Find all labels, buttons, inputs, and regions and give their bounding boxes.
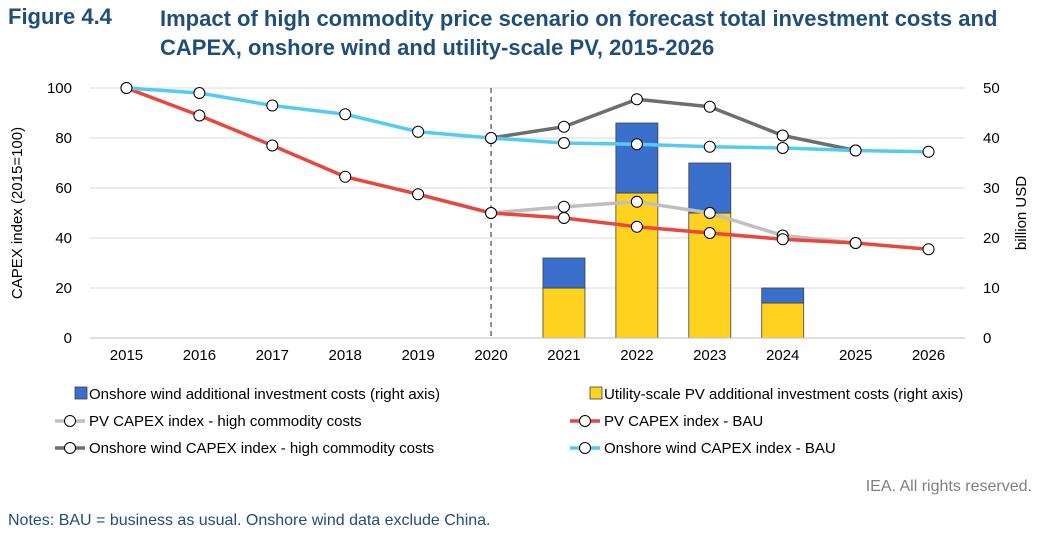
bar bbox=[615, 192, 659, 339]
data-point bbox=[193, 87, 206, 99]
y-left-tick-label: 0 bbox=[64, 330, 72, 347]
data-point bbox=[266, 139, 279, 152]
x-tick-label: 2021 bbox=[547, 347, 580, 364]
y-left-tick-label: 40 bbox=[55, 230, 72, 247]
data-point bbox=[922, 243, 935, 256]
bar bbox=[542, 257, 586, 289]
line-series bbox=[120, 82, 935, 256]
data-point bbox=[412, 125, 425, 138]
data-point bbox=[412, 188, 425, 201]
figure-label: Figure 4.4 bbox=[8, 4, 112, 29]
bar bbox=[542, 287, 586, 339]
axes: 0 20 40 60 80 100 0 10 20 30 40 50 2015 2016 2017 2018 2… bbox=[9, 80, 1030, 364]
data-point bbox=[120, 82, 133, 94]
data-point bbox=[922, 145, 935, 158]
y-left-tick-label: 20 bbox=[55, 280, 72, 297]
y-right-axis-title: billion USD bbox=[1013, 176, 1030, 250]
data-point bbox=[485, 132, 498, 144]
data-point bbox=[703, 227, 716, 239]
y-left-axis-title: CAPEX index (2015=100) bbox=[9, 127, 26, 299]
y-left-tick-label: 60 bbox=[55, 180, 72, 197]
bar bbox=[761, 302, 805, 339]
legend-label: PV CAPEX index - BAU bbox=[604, 413, 763, 430]
legend-swatch bbox=[74, 386, 88, 400]
x-tick-label: 2022 bbox=[620, 347, 653, 364]
data-point bbox=[339, 108, 352, 121]
legend-marker bbox=[64, 442, 76, 454]
legend-marker bbox=[64, 415, 76, 427]
data-point bbox=[776, 233, 789, 246]
x-tick-label: 2019 bbox=[401, 347, 434, 364]
data-point bbox=[703, 207, 716, 219]
x-tick-label: 2024 bbox=[766, 347, 799, 364]
legend-swatch bbox=[589, 386, 603, 400]
data-point bbox=[557, 120, 570, 133]
x-tick-label: 2020 bbox=[474, 347, 507, 364]
notes: Notes: BAU = business as usual. Onshore … bbox=[8, 512, 491, 529]
legend-label: PV CAPEX index - high commodity costs bbox=[89, 413, 362, 430]
data-point bbox=[630, 138, 643, 151]
legend-label: Onshore wind CAPEX index - high commodit… bbox=[89, 440, 434, 457]
x-tick-label: 2017 bbox=[256, 347, 289, 364]
series-line bbox=[490, 97, 856, 153]
bar bbox=[688, 162, 732, 214]
legend-marker bbox=[579, 415, 591, 427]
bar bbox=[761, 287, 805, 304]
x-tick-label: 2016 bbox=[183, 347, 216, 364]
series-line bbox=[126, 86, 929, 154]
y-left-tick-label: 80 bbox=[55, 130, 72, 147]
legend-label: Onshore wind CAPEX index - BAU bbox=[604, 440, 836, 457]
x-tick-label: 2015 bbox=[110, 347, 143, 364]
series-line bbox=[490, 200, 856, 245]
legend-label: Onshore wind additional investment costs… bbox=[89, 386, 440, 403]
bar bbox=[615, 122, 659, 194]
x-tick-label: 2025 bbox=[839, 347, 872, 364]
gridlines bbox=[90, 87, 965, 289]
y-right-tick-label: 20 bbox=[983, 230, 1000, 247]
chart-title: Impact of high commodity price scenario … bbox=[160, 6, 998, 60]
legend-label: Utility-scale PV additional investment c… bbox=[604, 386, 963, 403]
data-point bbox=[703, 140, 716, 153]
legend: Onshore wind additional investment costs… bbox=[55, 386, 963, 457]
copyright: IEA. All rights reserved. bbox=[865, 478, 1032, 495]
data-point bbox=[776, 142, 789, 154]
data-point bbox=[266, 99, 279, 112]
x-tick-label: 2023 bbox=[693, 347, 726, 364]
x-tick-label: 2026 bbox=[912, 347, 945, 364]
data-point bbox=[193, 109, 206, 122]
data-point bbox=[630, 195, 643, 208]
y-right-tick-label: 10 bbox=[983, 280, 1000, 297]
y-right-tick-label: 30 bbox=[983, 180, 1000, 197]
data-point bbox=[630, 220, 643, 233]
series-line bbox=[125, 86, 929, 251]
y-right-tick-label: 50 bbox=[983, 80, 1000, 97]
data-point bbox=[703, 100, 716, 113]
legend-marker bbox=[579, 442, 591, 454]
data-point bbox=[485, 207, 498, 219]
x-tick-label: 2018 bbox=[329, 347, 362, 364]
data-point bbox=[557, 200, 570, 213]
data-point bbox=[776, 129, 789, 142]
y-right-tick-label: 40 bbox=[983, 130, 1000, 147]
y-left-tick-label: 100 bbox=[47, 80, 72, 97]
data-point bbox=[849, 144, 862, 157]
data-point bbox=[630, 93, 643, 106]
data-point bbox=[849, 237, 862, 249]
data-point bbox=[557, 212, 570, 224]
data-point bbox=[557, 137, 570, 149]
y-right-tick-label: 0 bbox=[983, 330, 991, 347]
data-point bbox=[339, 170, 352, 183]
